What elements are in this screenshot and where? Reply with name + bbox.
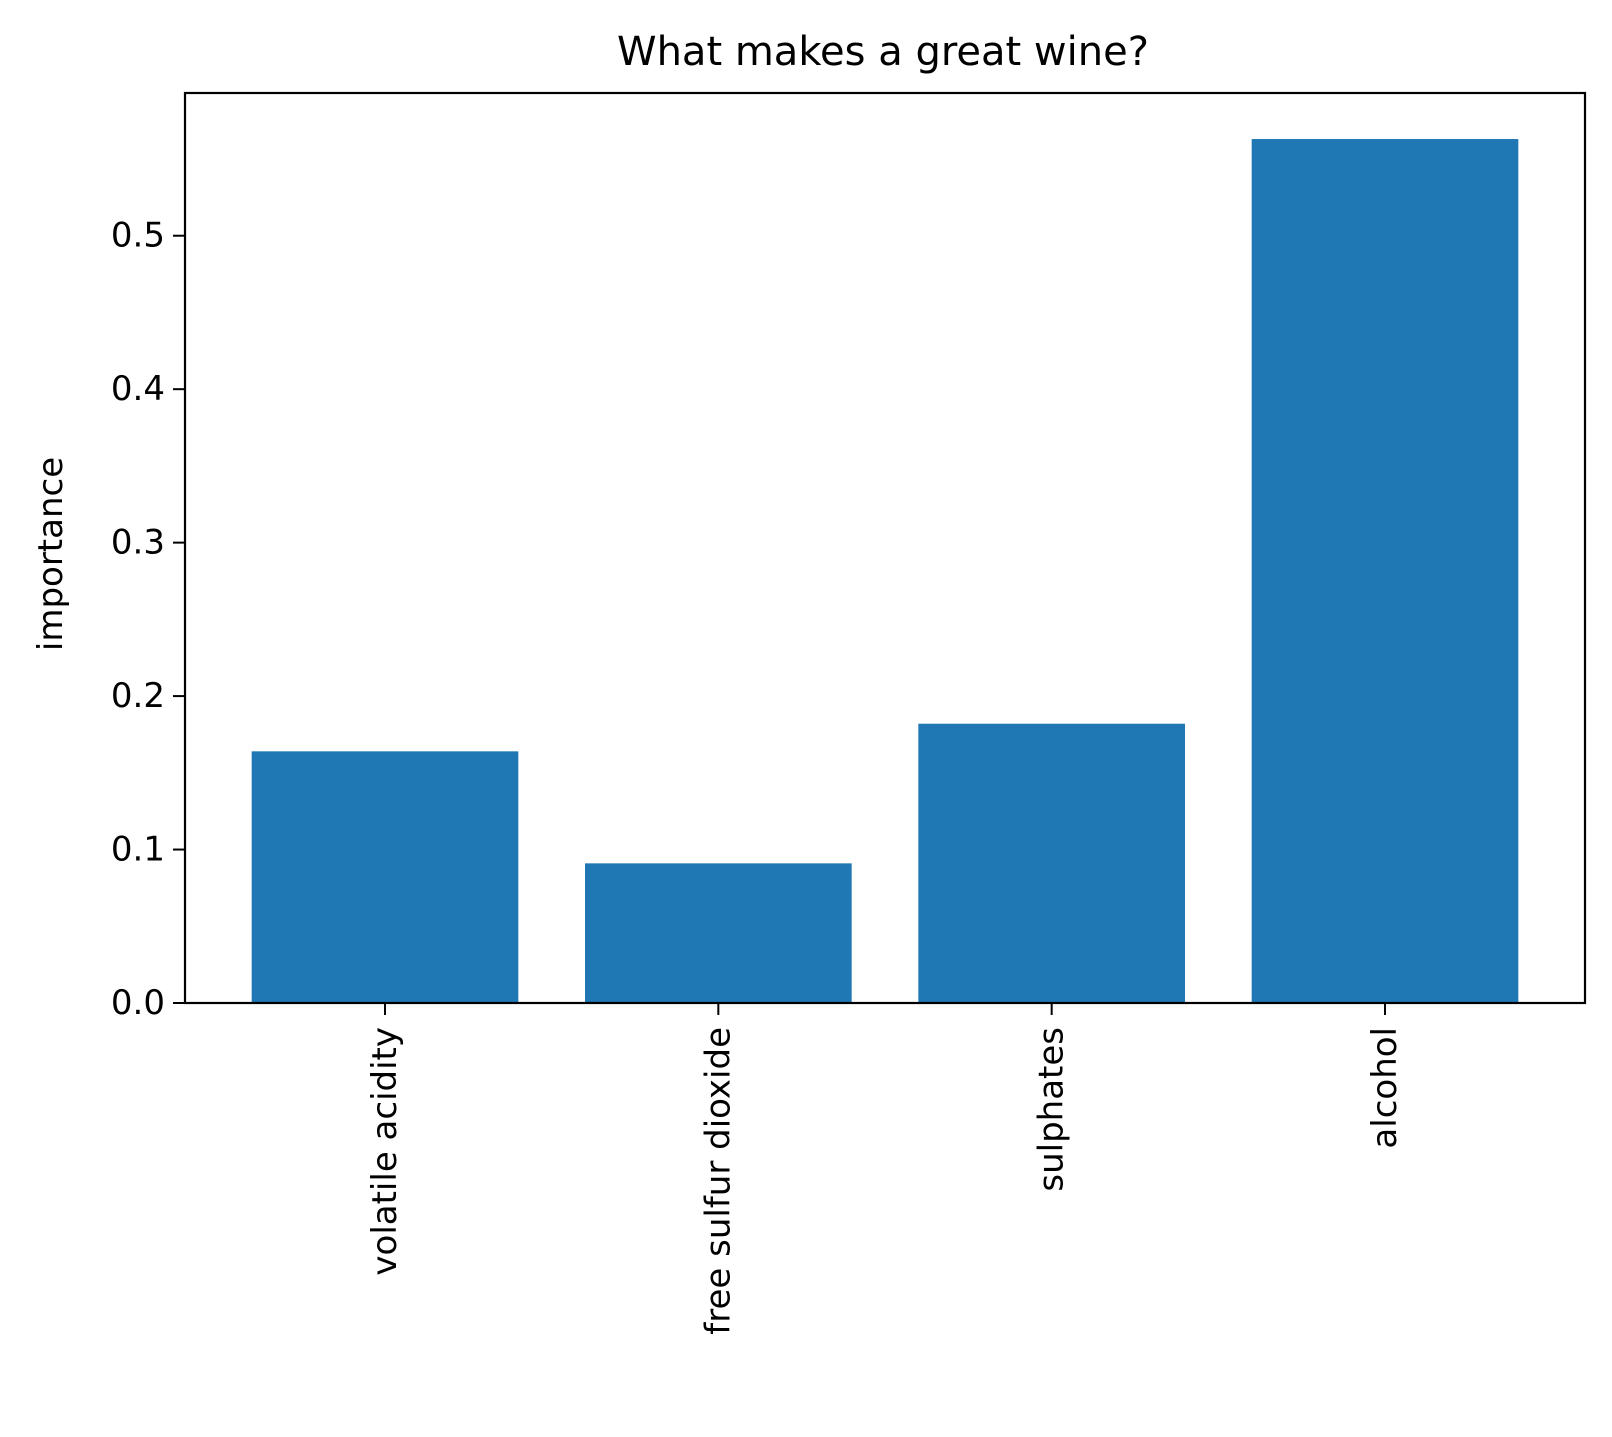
y-axis-label: importance (31, 457, 71, 651)
y-tick-label: 0.4 (111, 369, 165, 409)
bars-group (251, 139, 1519, 1003)
x-axis-ticks: volatile acidity free sulfur dioxide sulph… (365, 1003, 1405, 1335)
x-tick-label: alcohol (1365, 1027, 1405, 1149)
y-tick-label: 0.5 (111, 216, 165, 256)
bar-alcohol (1251, 139, 1519, 1003)
y-tick-label: 0.1 (111, 830, 165, 870)
bar-sulphates (918, 723, 1185, 1003)
y-tick-label: 0.2 (111, 676, 165, 716)
y-tick-label: 0.0 (111, 983, 165, 1023)
y-tick-label: 0.3 (111, 523, 165, 563)
bar-volatile-acidity (251, 751, 519, 1003)
plot-frame (183, 91, 1587, 1005)
chart-title: What makes a great wine? (617, 29, 1149, 75)
x-tick-label: sulphates (1032, 1027, 1072, 1192)
x-tick-label: free sulfur dioxide (698, 1027, 738, 1335)
bar-free-sulfur-dioxide (585, 863, 852, 1003)
y-axis-ticks: 0.0 0.1 0.2 0.3 0.4 0.5 (111, 216, 185, 1023)
x-tick-label: volatile acidity (365, 1027, 405, 1276)
